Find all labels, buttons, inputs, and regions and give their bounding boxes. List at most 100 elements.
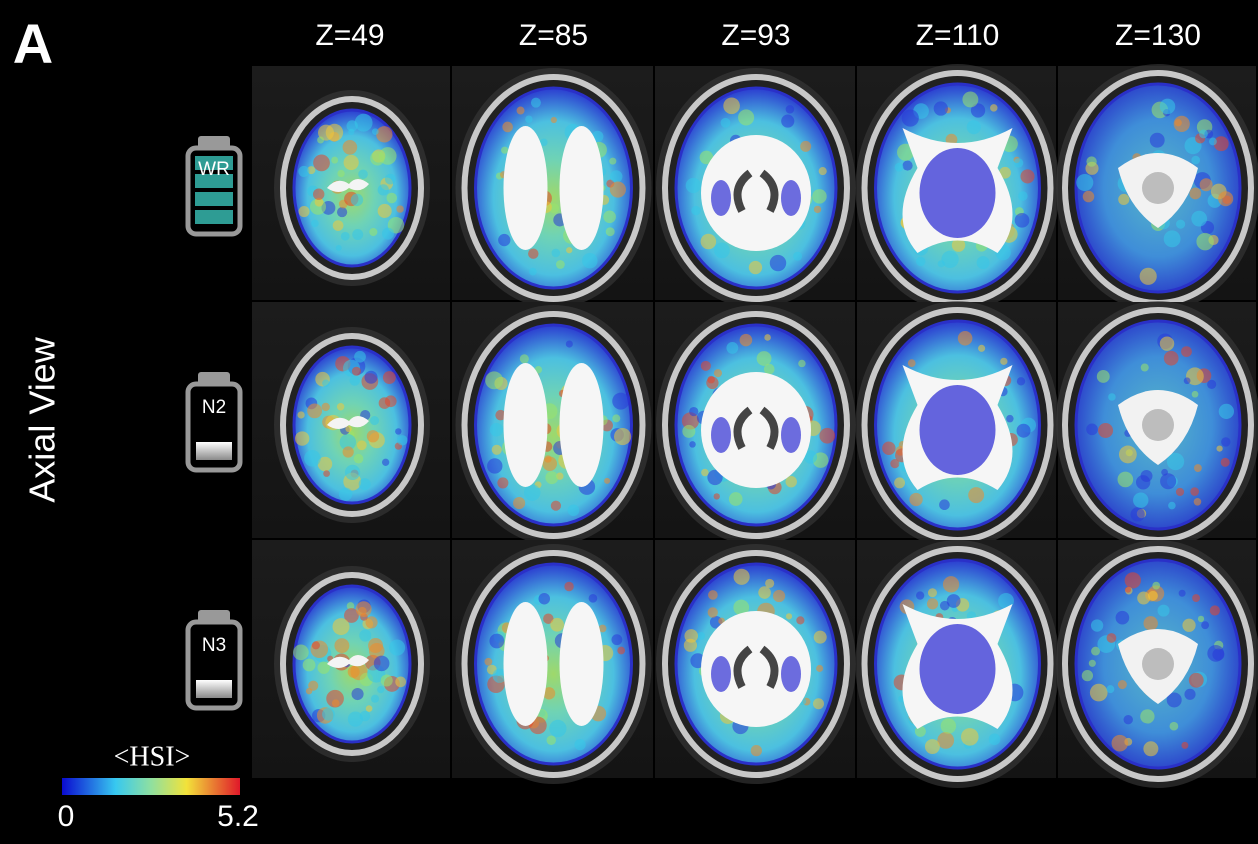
activity-blob bbox=[549, 719, 567, 738]
activity-blob bbox=[700, 233, 717, 250]
activity-blob bbox=[551, 248, 561, 258]
activity-blob bbox=[523, 484, 541, 501]
activity-blob bbox=[713, 493, 720, 500]
activity-blob bbox=[344, 608, 359, 623]
activity-blob bbox=[758, 586, 771, 599]
activity-blob bbox=[1199, 178, 1213, 192]
activity-blob bbox=[1089, 683, 1108, 702]
activity-blob bbox=[1140, 709, 1155, 724]
white-matter bbox=[327, 416, 369, 429]
activity-blob bbox=[308, 680, 319, 691]
activity-blob bbox=[1013, 158, 1024, 168]
activity-blob bbox=[1182, 618, 1196, 632]
activity-blob bbox=[1135, 475, 1151, 490]
activity-blob bbox=[942, 576, 960, 593]
battery-level bbox=[196, 680, 232, 698]
activity-blob bbox=[1081, 669, 1094, 682]
activity-blob bbox=[1014, 212, 1030, 228]
activity-blob bbox=[1133, 492, 1149, 508]
activity-blob bbox=[336, 403, 345, 411]
activity-blob bbox=[1130, 507, 1145, 522]
activity-blob bbox=[317, 661, 330, 674]
state-battery: WR bbox=[185, 136, 243, 237]
activity-blob bbox=[381, 458, 390, 466]
activity-blob bbox=[311, 641, 320, 650]
activity-blob bbox=[1181, 346, 1192, 358]
activity-blob bbox=[396, 205, 404, 213]
activity-blob bbox=[818, 167, 827, 176]
activity-blob bbox=[1191, 390, 1199, 398]
activity-blob bbox=[611, 634, 623, 646]
activity-blob bbox=[1166, 692, 1182, 708]
activity-blob bbox=[816, 664, 824, 672]
colorbar-gradient bbox=[62, 778, 240, 795]
activity-blob bbox=[359, 710, 371, 722]
brain-slice bbox=[855, 540, 1060, 788]
activity-blob bbox=[941, 250, 959, 269]
deep-nuclei bbox=[919, 385, 996, 475]
activity-blob bbox=[598, 624, 607, 633]
activity-blob bbox=[813, 630, 827, 644]
activity-blob bbox=[713, 369, 723, 378]
activity-blob bbox=[1207, 379, 1217, 389]
activity-blob bbox=[970, 103, 986, 118]
activity-blob bbox=[1201, 621, 1210, 630]
brain-slice bbox=[1056, 301, 1258, 549]
colorbar-min: 0 bbox=[58, 800, 75, 833]
activity-blob bbox=[937, 732, 955, 749]
column-label: Z=130 bbox=[1115, 19, 1201, 52]
brain-slice bbox=[655, 540, 856, 784]
activity-blob bbox=[763, 363, 775, 375]
activity-blob bbox=[542, 687, 556, 700]
activity-blob bbox=[945, 133, 958, 146]
activity-blob bbox=[377, 686, 385, 694]
activity-blob bbox=[368, 638, 384, 653]
activity-blob bbox=[322, 707, 335, 721]
activity-blob bbox=[1115, 610, 1130, 625]
activity-blob bbox=[1218, 403, 1235, 420]
brain-slice bbox=[655, 66, 856, 308]
activity-blob bbox=[960, 728, 979, 746]
activity-blob bbox=[609, 157, 617, 165]
activity-blob bbox=[298, 206, 310, 218]
deep-nuclei bbox=[781, 417, 801, 453]
activity-blob bbox=[1149, 132, 1165, 148]
activity-blob bbox=[890, 459, 900, 469]
activity-blob bbox=[538, 592, 551, 605]
colorbar-title: <HSI> bbox=[114, 741, 191, 772]
row-label: N3 bbox=[202, 635, 226, 656]
activity-blob bbox=[726, 341, 739, 354]
activity-blob bbox=[714, 242, 730, 259]
battery-level bbox=[195, 210, 233, 224]
activity-blob bbox=[371, 128, 379, 135]
activity-blob bbox=[1212, 648, 1225, 661]
activity-blob bbox=[614, 428, 632, 446]
activity-blob bbox=[1082, 190, 1095, 203]
activity-blob bbox=[1088, 659, 1096, 667]
activity-blob bbox=[962, 91, 979, 108]
activity-blob bbox=[347, 711, 364, 727]
activity-blob bbox=[1137, 591, 1151, 605]
activity-blob bbox=[1091, 646, 1101, 656]
column-label: Z=93 bbox=[721, 19, 790, 52]
activity-blob bbox=[307, 403, 323, 419]
activity-blob bbox=[377, 203, 392, 218]
activity-blob bbox=[1199, 129, 1208, 139]
activity-blob bbox=[894, 477, 906, 489]
activity-blob bbox=[764, 334, 771, 341]
deep-nuclei bbox=[781, 656, 801, 692]
white-matter bbox=[503, 363, 548, 487]
activity-blob bbox=[882, 441, 896, 456]
activity-blob bbox=[497, 477, 509, 489]
activity-blob bbox=[304, 449, 321, 467]
activity-blob bbox=[1157, 604, 1170, 617]
activity-blob bbox=[322, 379, 330, 387]
activity-blob bbox=[1020, 169, 1035, 184]
activity-blob bbox=[772, 589, 786, 603]
white-matter bbox=[559, 363, 604, 487]
activity-blob bbox=[1106, 633, 1117, 643]
activity-blob bbox=[349, 375, 360, 386]
activity-blob bbox=[1098, 422, 1114, 439]
column-label: Z=110 bbox=[916, 19, 1000, 52]
